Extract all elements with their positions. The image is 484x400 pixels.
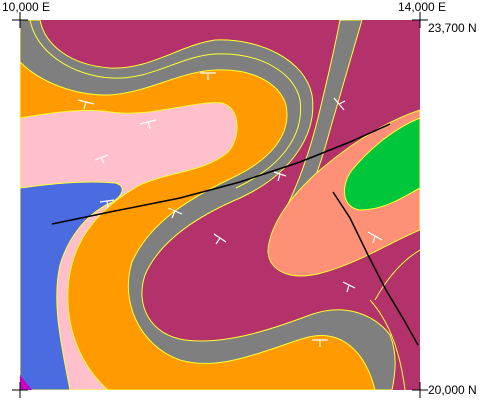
strike-dip-symbol: [333, 97, 346, 111]
strike-dip-symbol: [312, 339, 328, 347]
maroon-unit-top: [58, 20, 330, 62]
map-area: [20, 20, 420, 390]
strike-dip-symbol: [139, 119, 157, 130]
fault-line: [51, 123, 391, 225]
magenta-unit: [20, 375, 32, 390]
strike-dip-symbol: [99, 199, 115, 209]
strike-dip-symbol: [273, 171, 287, 182]
coordinate-label-top-right: 14,000 E: [398, 0, 447, 14]
strike-dip-symbol: [213, 233, 227, 245]
corner-tick-bottom-right: [412, 382, 428, 398]
contact-line: [29, 20, 302, 189]
corner-tick-bottom-left: [12, 382, 28, 398]
corner-tick-top-left: [12, 12, 28, 28]
strike-dip-symbol: [367, 231, 383, 244]
contact-line: [369, 299, 406, 390]
contact-line: [374, 249, 420, 301]
strike-dip-symbol: [200, 72, 216, 80]
coordinate-label-top-left: 10,000 E: [2, 0, 51, 14]
strike-dip-symbol: [167, 207, 183, 219]
corner-tick-top-right: [412, 12, 428, 28]
strike-dip-symbols: [77, 72, 383, 347]
coordinate-label-right-top: 23,700 N: [428, 21, 477, 35]
strike-dip-symbol: [342, 281, 356, 293]
green-unit: [344, 117, 420, 211]
coordinate-label-right-bottom: 20,000 N: [428, 383, 477, 397]
blue-unit: [20, 181, 123, 390]
strike-dip-symbol: [77, 99, 95, 110]
pink-unit: [20, 102, 238, 390]
fault-line: [332, 191, 419, 346]
strike-dip-symbol: [94, 154, 109, 164]
corner-ticks: [12, 12, 428, 398]
